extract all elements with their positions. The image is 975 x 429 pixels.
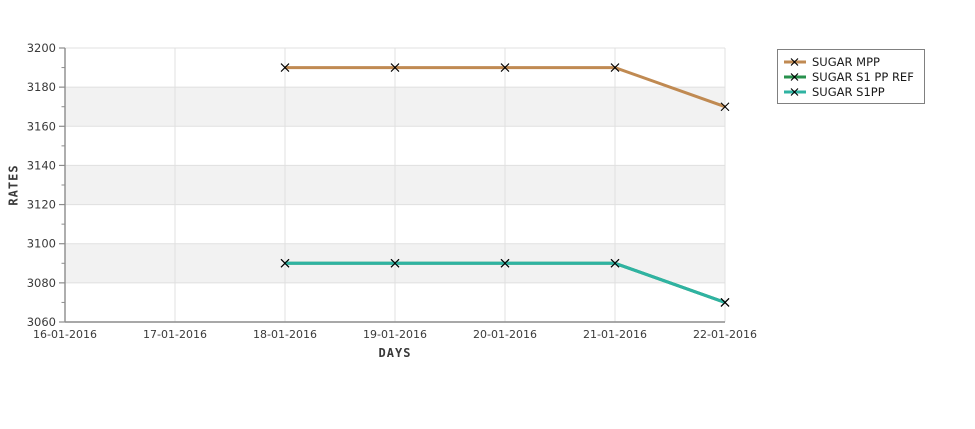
legend-marker-icon	[784, 87, 806, 96]
legend-marker-icon	[784, 72, 806, 81]
legend-item: SUGAR S1PP	[784, 84, 914, 99]
y-tick-label: 3140	[27, 158, 56, 172]
x-tick-label: 17-01-2016	[143, 328, 207, 341]
x-marker	[500, 258, 510, 268]
x-tick-label: 21-01-2016	[583, 328, 647, 341]
x-marker	[390, 258, 400, 268]
x-tick-label: 22-01-2016	[693, 328, 757, 341]
y-tick-label: 3180	[27, 80, 56, 94]
x-tick-label: 18-01-2016	[253, 328, 317, 341]
y-tick-label: 3060	[27, 315, 56, 329]
x-marker	[610, 258, 620, 268]
x-marker	[500, 63, 510, 72]
x-marker	[280, 63, 290, 72]
y-tick-label: 3100	[27, 237, 56, 251]
legend-label: SUGAR S1PP	[812, 84, 885, 99]
x-axis-title: DAYS	[378, 346, 412, 360]
y-axis-title: RATES	[7, 164, 21, 206]
legend-item: SUGAR S1 PP REF	[784, 69, 914, 84]
x-marker	[280, 258, 290, 268]
x-marker	[610, 63, 620, 72]
y-tick-label: 3120	[27, 198, 56, 212]
x-marker	[390, 63, 400, 72]
y-axis-title-wrap: RATES	[0, 48, 28, 322]
x-tick-label: 16-01-2016	[33, 328, 97, 341]
legend-marker-icon	[784, 57, 806, 66]
y-tick-label: 3160	[27, 119, 56, 133]
x-tick-label: 19-01-2016	[363, 328, 427, 341]
x-marker	[720, 298, 730, 307]
legend-box: SUGAR MPP SUGAR S1 PP REF SUGAR S1PP	[777, 49, 925, 104]
y-tick-label: 3200	[27, 41, 56, 55]
legend-item: SUGAR MPP	[784, 54, 914, 69]
x-marker	[720, 102, 730, 112]
x-tick-label: 20-01-2016	[473, 328, 537, 341]
y-tick-label: 3080	[27, 276, 56, 290]
legend-label: SUGAR MPP	[812, 54, 880, 69]
legend-label: SUGAR S1 PP REF	[812, 69, 914, 84]
